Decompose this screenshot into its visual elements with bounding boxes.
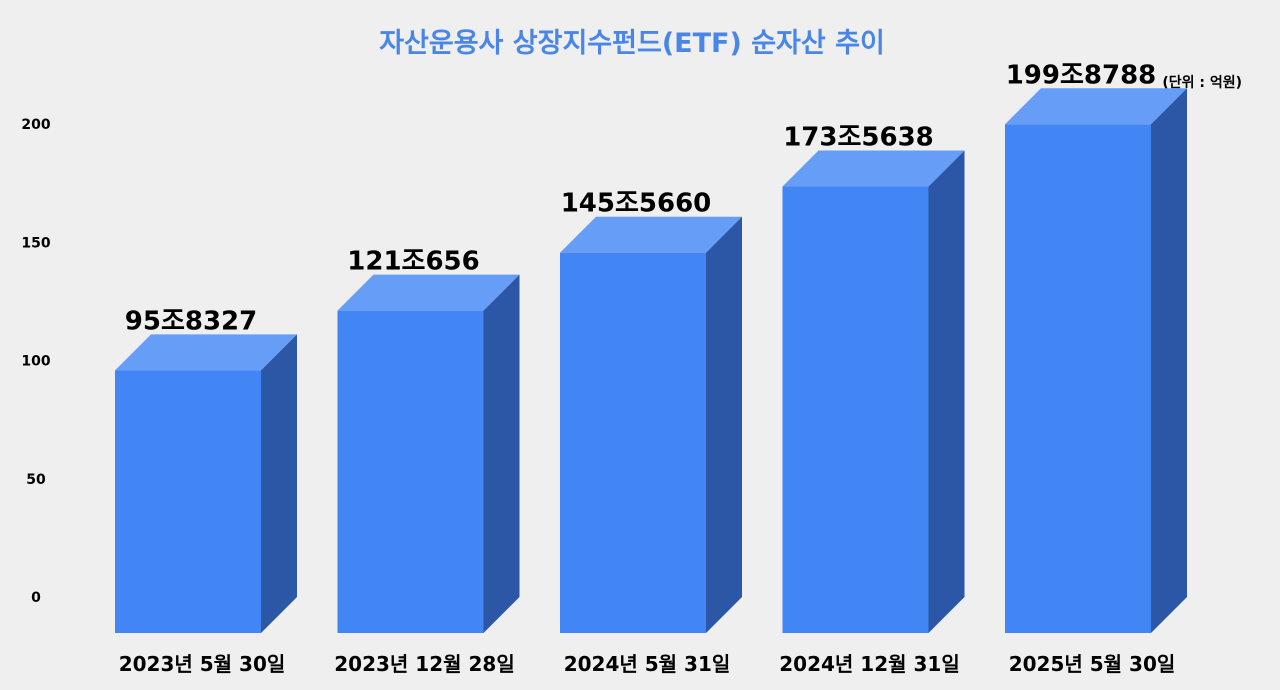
bar [560, 216, 742, 634]
data-label: 121조656 [347, 247, 479, 277]
x-axis-labels: 2023년 5월 30일 2023년 12월 28일 2024년 5월 31일 202… [119, 652, 1176, 676]
bar-front-face [782, 186, 929, 633]
bars [115, 88, 1187, 634]
bar-top-face [115, 334, 297, 371]
bar-top-face [560, 216, 742, 253]
data-label: 95조8327 [125, 306, 257, 336]
bar-side-face [1151, 88, 1187, 634]
bar-top-face [1005, 88, 1187, 125]
bar-top-face [337, 274, 520, 311]
data-labels: 95조8327 121조656 145조5660 173조5638 199조8788 [125, 60, 1157, 336]
bar [782, 150, 965, 633]
x-tick-label: 2023년 5월 30일 [119, 652, 286, 676]
bar-front-face [1005, 124, 1151, 634]
bar-side-face [706, 216, 742, 634]
x-tick-label: 2024년 12월 31일 [779, 652, 959, 676]
bar-front-face [115, 370, 261, 633]
y-axis-ticks: 0 50 100 150 200 [21, 117, 50, 606]
y-tick-label: 50 [26, 472, 46, 488]
y-tick-label: 150 [21, 235, 50, 251]
bar-front-face [560, 252, 706, 634]
x-tick-label: 2024년 5월 31일 [564, 652, 731, 676]
y-tick-label: 100 [21, 354, 50, 370]
bar [1005, 88, 1187, 634]
y-tick-label: 0 [31, 590, 41, 606]
bar-front-face [337, 310, 484, 633]
data-label: 199조8788 [1006, 60, 1157, 90]
bar-side-face [261, 334, 297, 633]
bar [115, 334, 297, 633]
x-tick-label: 2025년 5월 30일 [1009, 652, 1176, 676]
bar-side-face [928, 150, 965, 633]
chart-title: 자산운용사 상장지수펀드(ETF) 순자산 추이 [379, 28, 885, 59]
data-label: 145조5660 [561, 189, 712, 219]
x-tick-label: 2023년 12월 28일 [334, 652, 514, 676]
y-tick-label: 200 [21, 117, 50, 133]
unit-note: (단위 : 억원) [1162, 74, 1242, 91]
bar-top-face [782, 150, 965, 187]
data-label: 173조5638 [783, 123, 934, 153]
bar [337, 274, 520, 633]
bar-side-face [483, 274, 520, 633]
